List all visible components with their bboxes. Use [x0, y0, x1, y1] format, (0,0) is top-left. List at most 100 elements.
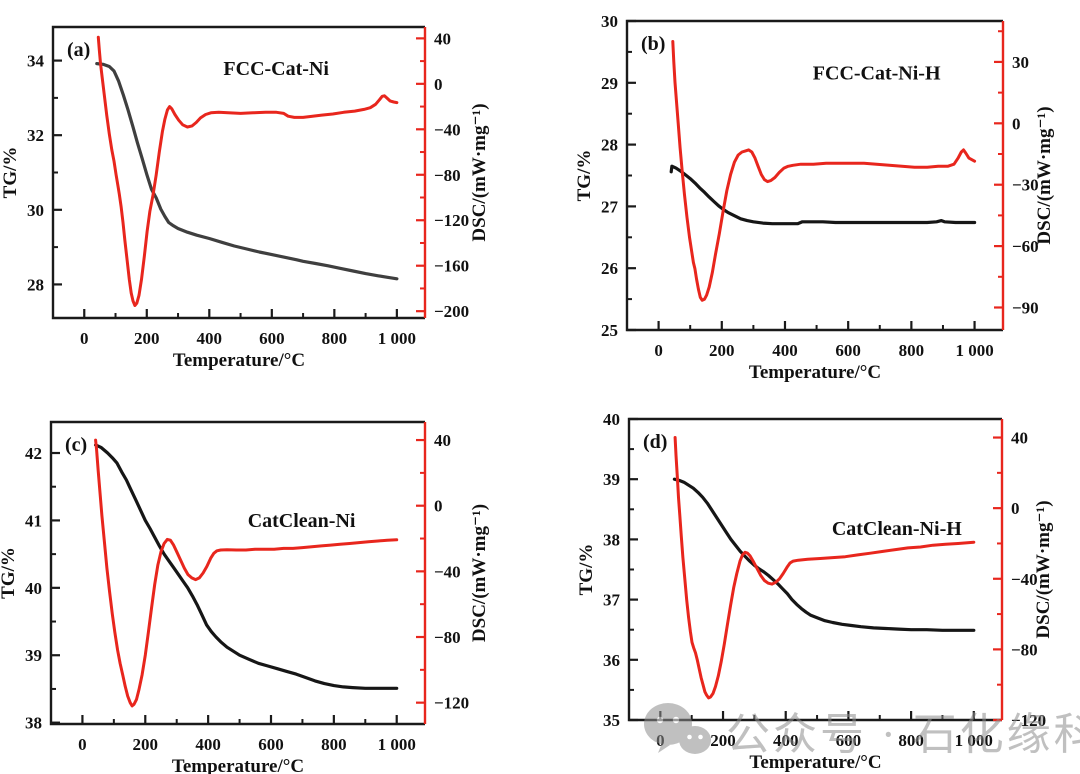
y-right-tick-label: −80	[1011, 640, 1038, 659]
y-left-tick-label: 41	[25, 511, 42, 530]
y-right-tick-label: −120	[1011, 711, 1046, 730]
x-tick-label: 0	[78, 735, 87, 754]
y-right-tick-label: −200	[434, 302, 469, 321]
y-left-tick-label: 39	[25, 646, 42, 665]
x-tick-label: 400	[197, 329, 223, 348]
chart-fcc-cat-ni: 0 200 400 600 800 1 000Temperature/°C28303234…	[0, 25, 490, 371]
dsc-curve	[671, 40, 977, 302]
chart-fcc-cat-ni-h: 0 200 400 600 800 1 000 Temperature/°C 25 26 27 28…	[574, 12, 1055, 383]
y-right-tick-label: −160	[434, 257, 469, 276]
x-tick-label: 1 000	[378, 329, 416, 348]
y-left-tick-label: 29	[601, 74, 618, 93]
y-right-tick-label: 0	[434, 75, 443, 94]
y-left-tick-label: 26	[601, 259, 618, 278]
x-tick-label: 200	[709, 341, 735, 360]
y-right-tick-label: 0	[434, 497, 443, 516]
x-axis-label: Temperature/°C	[172, 756, 304, 774]
y-right-tick-label: −30	[1012, 176, 1039, 195]
y-left-tick-label: 25	[601, 321, 618, 340]
x-tick-label: 1 000	[378, 735, 416, 754]
x-tick-label: 600	[836, 731, 862, 750]
y-left-tick-label: 38	[25, 714, 42, 733]
y-left-tick-label: 40	[603, 410, 620, 429]
y-left-tick-label: 36	[603, 651, 620, 670]
sample-label: CatClean-Ni-H	[832, 518, 962, 540]
panel-b: 0 200 400 600 800 1 000 Temperature/°C 25 26 27 28…	[540, 0, 1080, 387]
right-axis-label: DSC/(mW·mg⁻¹)	[469, 504, 490, 642]
sample-label: CatClean-Ni	[248, 510, 356, 532]
x-tick-label: 800	[898, 731, 924, 750]
panel-letter: (b)	[641, 33, 665, 55]
x-tick-label: 200	[710, 731, 736, 750]
y-right-tick-label: −80	[434, 628, 461, 647]
y-right-tick-label: −60	[1012, 237, 1039, 256]
y-left-tick-label: 30	[601, 12, 618, 31]
x-tick-label: 600	[259, 329, 285, 348]
y-right-tick-label: 30	[1012, 53, 1029, 72]
x-axis-label: Temperature/°C	[173, 350, 305, 371]
x-tick-label: 800	[899, 341, 925, 360]
tg-curve	[95, 62, 399, 281]
y-right-tick-label: −40	[1011, 570, 1038, 589]
left-axis-label: TG/%	[576, 544, 597, 596]
y-right-tick-label: −40	[434, 562, 461, 581]
sample-label: FCC-Cat-Ni	[223, 58, 329, 80]
y-left-tick-label: 40	[25, 579, 42, 598]
x-tick-label: 600	[835, 341, 861, 360]
panel-letter: (d)	[643, 431, 667, 453]
y-left-tick-label: 30	[27, 201, 44, 220]
y-left-tick-label: 27	[601, 197, 619, 216]
panel-c: 0 200 400 600 800 1 000 Temperature/°C 38 39 40 41…	[0, 387, 540, 774]
y-right-tick-label: 40	[434, 29, 451, 48]
y-right-tick-label: −80	[434, 166, 461, 185]
y-right-tick-label: 40	[434, 431, 451, 450]
x-tick-label: 1 000	[955, 731, 993, 750]
y-right-tick-label: −120	[434, 211, 469, 230]
y-right-tick-label: −40	[434, 120, 461, 139]
y-right-tick-label: −120	[434, 694, 469, 713]
y-left-tick-label: 35	[603, 711, 620, 730]
panel-letter: (a)	[67, 39, 90, 61]
tg-curve	[669, 164, 977, 226]
y-left-tick-label: 32	[27, 126, 44, 145]
right-axis-label: DSC/(mW·mg⁻¹)	[469, 103, 490, 241]
chart-catclean-ni: 0 200 400 600 800 1 000Temperature/°C38394041…	[0, 420, 490, 774]
x-axis-label: Temperature/°C	[749, 752, 881, 773]
y-left-tick-label: 34	[27, 52, 45, 71]
right-axis-label: DSC/(mW·mg⁻¹)	[1034, 106, 1055, 244]
sample-label: FCC-Cat-Ni-H	[813, 63, 941, 85]
x-tick-label: 400	[195, 735, 221, 754]
tg-curve	[94, 443, 399, 690]
x-tick-label: 1 000	[955, 341, 993, 360]
left-axis-label: TG/%	[0, 547, 19, 599]
x-tick-label: 400	[772, 341, 798, 360]
panel-letter: (c)	[65, 434, 87, 456]
x-tick-label: 200	[134, 329, 160, 348]
y-right-tick-label: 0	[1012, 114, 1021, 133]
plot-box	[49, 420, 425, 726]
y-left-tick-label: 28	[601, 136, 618, 155]
right-axis-label: DSC/(mW·mg⁻¹)	[1033, 500, 1054, 638]
panel-d: 0 200 400 600 800 1 000 Temperature/°C 35 36 37 38…	[540, 387, 1080, 774]
x-tick-label: 200	[133, 735, 159, 754]
y-left-tick-label: 42	[25, 444, 42, 463]
x-tick-label: 0	[80, 329, 89, 348]
y-left-tick-label: 37	[603, 591, 621, 610]
x-tick-label: 400	[773, 731, 799, 750]
chart-catclean-ni-h: 0 200 400 600 800 1 000 Temperature/°C 35 36 37 38…	[576, 410, 1054, 773]
y-right-tick-label: 40	[1011, 429, 1028, 448]
left-axis-label: TG/%	[0, 147, 21, 199]
left-axis-label: TG/%	[574, 150, 595, 202]
x-tick-label: 0	[654, 341, 663, 360]
tg-curve	[672, 477, 976, 632]
x-tick-label: 600	[258, 735, 284, 754]
y-right-tick-label: −90	[1012, 298, 1039, 317]
y-right-tick-label: 0	[1011, 499, 1020, 518]
y-left-tick-label: 28	[27, 275, 44, 294]
panel-a: 0 200 400 600 800 1 000 Temperature/°C 28 30 32 34…	[0, 0, 540, 387]
dsc-curve	[96, 35, 399, 307]
y-left-tick-label: 38	[603, 530, 620, 549]
dsc-curve	[94, 438, 399, 708]
x-tick-label: 800	[322, 329, 348, 348]
